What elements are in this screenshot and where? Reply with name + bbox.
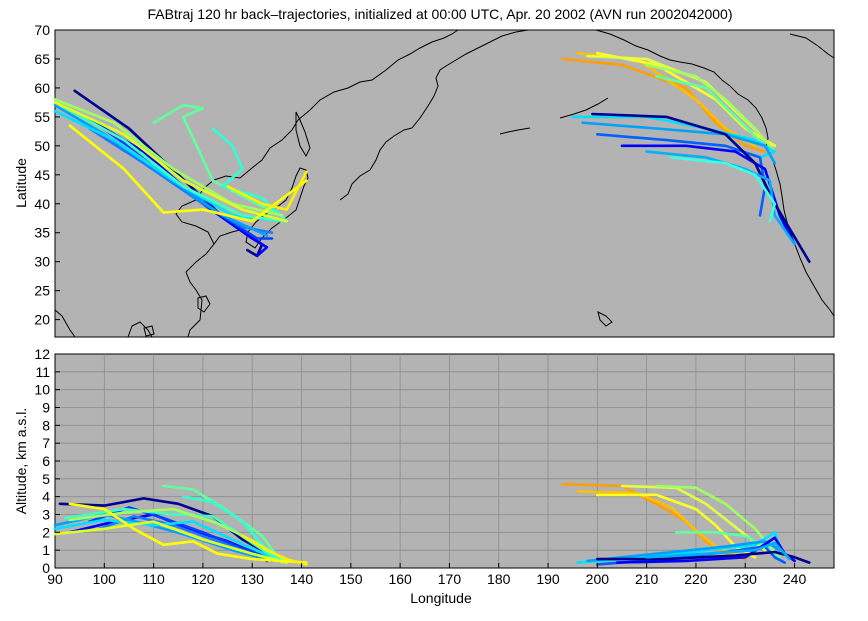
y-tick-label: 30 — [34, 254, 50, 270]
y-tick-label: 40 — [34, 196, 50, 212]
map-trajectory-line — [152, 104, 284, 217]
kamchatka-coastline — [411, 29, 529, 129]
x-tick-label: 200 — [586, 571, 610, 587]
x-tick-label: 130 — [241, 571, 265, 587]
y-tick-label: 25 — [34, 283, 50, 299]
map-trajectory-line — [53, 98, 284, 217]
sakhalin-coastline — [295, 111, 311, 158]
altitude-trajectory-line — [596, 550, 811, 564]
map-trajectory-line — [620, 144, 796, 246]
map-trajectory-line — [83, 115, 269, 258]
x-tick-label: 170 — [438, 571, 462, 587]
map-trajectory-line — [645, 63, 777, 153]
x-tick-label: 240 — [783, 571, 807, 587]
y-tick-label: 70 — [34, 22, 50, 38]
chart-title: FABtraj 120 hr back–trajectories, initia… — [148, 6, 733, 22]
map-trajectories — [53, 51, 811, 263]
altitude-trajectories — [53, 482, 811, 566]
x-tick-label: 230 — [734, 571, 758, 587]
x-tick-label: 90 — [47, 571, 63, 587]
x-tick-label: 180 — [487, 571, 511, 587]
latitude-map-panel: 20 25 30 35 40 45 50 55 60 65 70 Latitude — [13, 22, 835, 338]
canada-coastline — [789, 33, 835, 59]
asia-coastline — [54, 29, 459, 338]
y-tick-label: 45 — [34, 167, 50, 183]
kuril-coastline — [339, 127, 413, 201]
y-tick-label: 55 — [34, 109, 50, 125]
y-tick-label: 4 — [42, 489, 50, 505]
longitude-axis-label: Longitude — [410, 590, 472, 606]
map-trajectory-line — [53, 101, 288, 223]
korea-coastline — [213, 229, 241, 245]
altitude-trajectory-line — [53, 518, 274, 559]
y-tick-label: 0 — [42, 560, 50, 576]
map-trajectory-line — [655, 75, 767, 148]
altitude-trajectory-line — [655, 484, 777, 554]
y-tick-label: 10 — [34, 382, 50, 398]
y-tick-label: 7 — [42, 435, 50, 451]
y-tick-label: 35 — [34, 225, 50, 241]
altitude-trajectory-line — [68, 502, 308, 564]
x-tick-label: 140 — [290, 571, 314, 587]
map-trajectory-line — [670, 156, 777, 223]
japan-coastline — [245, 167, 309, 249]
taiwan-coastline — [197, 295, 211, 313]
altitude-trajectory-line — [53, 520, 288, 564]
coastline-underlay — [54, 29, 835, 338]
map-trajectory-line — [596, 51, 777, 148]
hainan-coastline — [143, 325, 155, 337]
altitude-axis-label: Altitude, km a.s.l. — [13, 408, 29, 515]
latitude-axis-label: Latitude — [13, 158, 29, 208]
map-trajectory-line — [211, 127, 288, 223]
y-tick-label: 60 — [34, 80, 50, 96]
altitude-trajectory-line — [241, 534, 308, 566]
y-tick-label: 1 — [42, 542, 50, 558]
map-trajectory-line — [68, 124, 308, 223]
longitude-ticks: 90 100 110 120 130 140 150 160 170 180 190 200 210 22… — [47, 563, 806, 587]
x-tick-label: 190 — [536, 571, 560, 587]
aleutian-coastline — [499, 97, 609, 135]
y-tick-label: 2 — [42, 524, 50, 540]
y-tick-label: 5 — [42, 471, 50, 487]
x-tick-label: 210 — [635, 571, 659, 587]
y-tick-label: 8 — [42, 417, 50, 433]
y-tick-label: 3 — [42, 507, 50, 523]
y-tick-label: 9 — [42, 400, 50, 416]
x-tick-label: 160 — [388, 571, 412, 587]
y-tick-label: 11 — [35, 364, 50, 380]
latitude-ticks: 20 25 30 35 40 45 50 55 60 65 70 — [34, 22, 60, 328]
x-tick-label: 110 — [142, 571, 165, 587]
y-tick-label: 6 — [42, 453, 50, 469]
x-tick-label: 220 — [684, 571, 708, 587]
x-tick-label: 100 — [93, 571, 117, 587]
y-tick-label: 65 — [34, 51, 50, 67]
map-trajectory-line — [226, 170, 308, 211]
altitude-trajectory-line — [645, 541, 791, 561]
altitude-trajectory-line — [596, 493, 757, 559]
y-tick-label: 20 — [34, 312, 50, 328]
north-america-coastline — [595, 29, 835, 317]
map-trajectory-line — [591, 112, 811, 263]
y-tick-label: 12 — [34, 346, 50, 362]
x-tick-label: 120 — [191, 571, 215, 587]
hawaii-coastline — [597, 311, 613, 327]
y-tick-label: 50 — [34, 138, 50, 154]
x-tick-label: 150 — [339, 571, 363, 587]
map-trajectory-line — [645, 150, 796, 246]
